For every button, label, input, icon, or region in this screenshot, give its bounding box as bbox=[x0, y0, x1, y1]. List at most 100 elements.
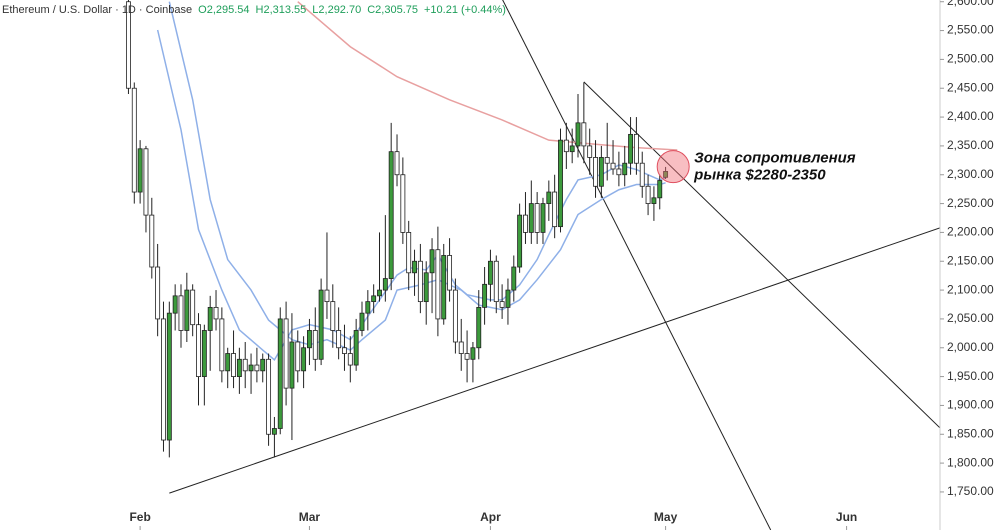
trend-line bbox=[583, 81, 940, 429]
y-tick-label: 2,400.00 bbox=[947, 109, 994, 123]
y-tick-label: 2,600.00 bbox=[947, 0, 994, 8]
candle-body bbox=[201, 330, 207, 377]
candle-body bbox=[394, 151, 400, 176]
candle-body bbox=[318, 289, 324, 360]
candle-body bbox=[511, 266, 517, 291]
candle-body bbox=[441, 255, 447, 320]
y-tick-label: 2,100.00 bbox=[947, 282, 994, 296]
candle-body bbox=[528, 203, 534, 233]
candle-body bbox=[236, 358, 242, 377]
candle-body bbox=[377, 289, 382, 297]
candle-body bbox=[149, 214, 155, 268]
x-tick-label: Feb bbox=[129, 510, 150, 524]
chart-title: Ethereum / U.S. Dollar · 1D · Coinbase bbox=[2, 4, 192, 16]
candle-body bbox=[633, 133, 639, 164]
header-value: L2,292.70 bbox=[312, 4, 361, 16]
candle-body bbox=[353, 330, 359, 366]
candle-body bbox=[598, 157, 604, 187]
candle-body bbox=[190, 289, 196, 326]
candle-body bbox=[482, 283, 488, 308]
x-tick-label: Apr bbox=[480, 510, 501, 524]
candle-body bbox=[487, 260, 493, 285]
annotation-text: Зона сопротивления bbox=[694, 150, 856, 167]
candle-body bbox=[639, 162, 645, 187]
candle-body bbox=[517, 214, 523, 268]
candle-body bbox=[312, 330, 318, 360]
y-tick-label: 2,050.00 bbox=[947, 311, 994, 325]
candle-body bbox=[271, 428, 277, 435]
annotation-text: рынка $2280-2350 bbox=[693, 167, 826, 184]
candle-body bbox=[657, 180, 663, 199]
candle-body bbox=[558, 139, 563, 228]
x-tick-label: Jun bbox=[836, 510, 857, 524]
y-tick-label: 2,200.00 bbox=[947, 225, 994, 239]
trend-line bbox=[169, 227, 940, 494]
y-tick-label: 2,000.00 bbox=[947, 340, 994, 354]
trend-line bbox=[502, 0, 772, 530]
candle-body bbox=[493, 260, 499, 303]
y-tick-label: 2,300.00 bbox=[947, 167, 994, 181]
candle-body bbox=[587, 145, 593, 158]
y-tick-label: 2,500.00 bbox=[947, 52, 994, 66]
candle-body bbox=[523, 214, 528, 233]
candle-body bbox=[266, 358, 272, 435]
candle-body bbox=[289, 341, 295, 389]
candle-body bbox=[131, 87, 137, 193]
ma-line bbox=[156, 29, 666, 362]
candle-body bbox=[231, 353, 236, 377]
plot-area bbox=[126, 0, 940, 530]
candle-body bbox=[581, 122, 587, 147]
header: Ethereum / U.S. Dollar · 1D · Coinbase O2… bbox=[2, 4, 506, 16]
y-tick-label: 1,850.00 bbox=[947, 426, 994, 440]
candle-body bbox=[476, 306, 482, 349]
candle-body bbox=[143, 148, 149, 216]
candle-body bbox=[359, 312, 365, 331]
candle-body bbox=[452, 289, 458, 343]
x-tick-label: May bbox=[654, 510, 678, 524]
y-tick-label: 2,350.00 bbox=[947, 138, 994, 152]
candle-body bbox=[295, 341, 301, 372]
candle-body bbox=[388, 151, 394, 279]
resistance-marker bbox=[656, 150, 690, 184]
candle-body bbox=[371, 295, 377, 303]
header-value: +10.21 (+0.44%) bbox=[424, 4, 506, 16]
x-tick-label: Mar bbox=[299, 510, 321, 524]
candle-body bbox=[651, 197, 657, 204]
candle-body bbox=[435, 249, 441, 320]
candle-body bbox=[184, 289, 190, 331]
candle-body bbox=[254, 364, 260, 372]
candle-body bbox=[604, 157, 610, 164]
candle-body bbox=[423, 272, 429, 303]
candle-body bbox=[458, 341, 464, 354]
candle-body bbox=[464, 353, 470, 360]
candle-body bbox=[412, 260, 417, 274]
candle-body bbox=[569, 145, 575, 153]
y-tick-label: 2,550.00 bbox=[947, 23, 994, 37]
candle-body bbox=[663, 171, 669, 178]
candle-body bbox=[382, 278, 388, 291]
candle-body bbox=[219, 318, 225, 372]
candle-body bbox=[645, 185, 651, 204]
candle-body bbox=[563, 139, 569, 153]
candle-body bbox=[166, 312, 172, 441]
candle-body bbox=[546, 191, 552, 204]
candle-body bbox=[242, 358, 248, 372]
header-value: H2,313.55 bbox=[256, 4, 307, 16]
candle-body bbox=[277, 318, 283, 429]
y-tick-label: 1,900.00 bbox=[947, 398, 994, 412]
candle-body bbox=[534, 203, 540, 233]
y-tick-label: 1,950.00 bbox=[947, 369, 994, 383]
candle-body bbox=[499, 301, 505, 308]
y-tick-label: 2,250.00 bbox=[947, 196, 994, 210]
candle-body bbox=[406, 232, 412, 274]
candle-body bbox=[126, 1, 131, 89]
header-value: O2,295.54 bbox=[198, 4, 249, 16]
candle-body bbox=[330, 301, 336, 331]
candle-body bbox=[347, 353, 353, 366]
candle-body bbox=[336, 330, 342, 349]
candle-body bbox=[178, 295, 184, 331]
candle-body bbox=[622, 162, 628, 176]
candle-body bbox=[365, 301, 371, 314]
y-tick-label: 1,800.00 bbox=[947, 455, 994, 469]
candle-body bbox=[593, 157, 598, 187]
